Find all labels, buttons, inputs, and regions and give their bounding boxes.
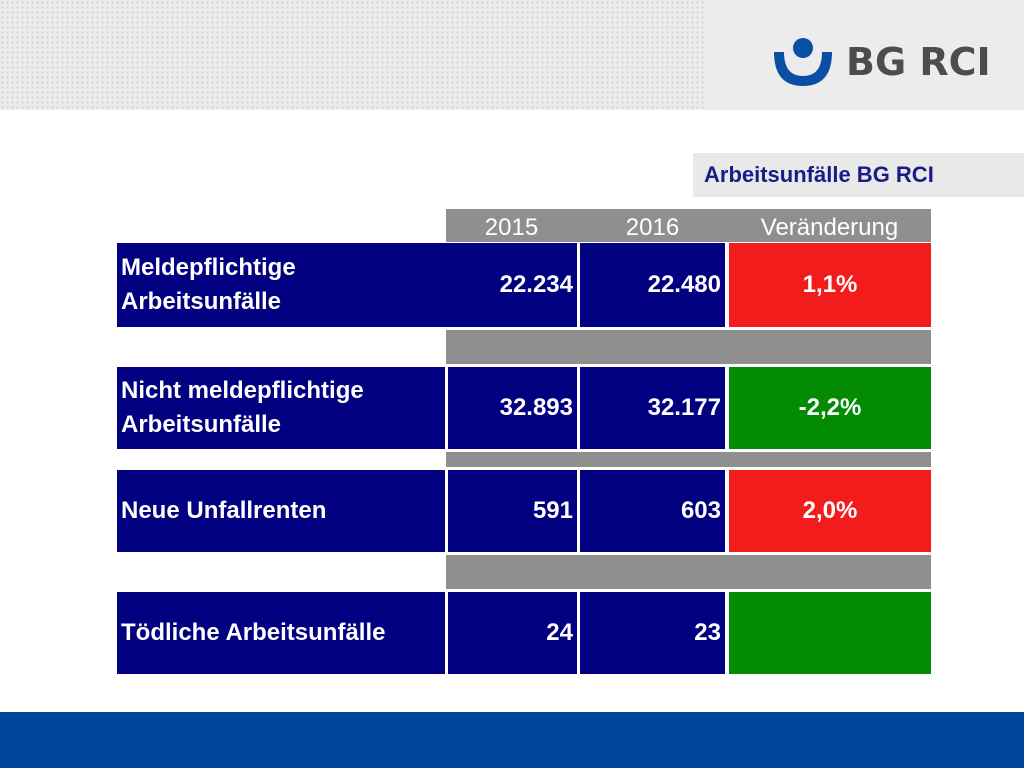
row-label-toedliche: Tödliche Arbeitsunfälle — [117, 592, 445, 674]
change-toedliche — [729, 592, 931, 674]
bgrci-logo-icon — [774, 38, 832, 86]
header-band — [705, 0, 1024, 110]
change-meldepflichtige: 1,1% — [729, 243, 931, 327]
value-2015-neue-unfallrenten: 591 — [448, 470, 577, 552]
row-label-neue-unfallrenten: Neue Unfallrenten — [117, 470, 445, 552]
row-label-nicht-meldepflichtige: Nicht meldepflichtige Arbeitsunfälle — [117, 367, 445, 449]
value-2016-toedliche: 23 — [580, 592, 725, 674]
value-2015-meldepflichtige: 22.234 — [499, 271, 573, 298]
row-label-text: Meldepflichtige Arbeitsunfälle — [121, 254, 296, 315]
footer-band — [0, 712, 1024, 768]
change-neue-unfallrenten: 2,0% — [729, 470, 931, 552]
value-2015-nicht-meldepflichtige: 32.893 — [448, 367, 577, 449]
row-label-text: Nicht meldepflichtige Arbeitsunfälle — [121, 377, 364, 438]
header-2016: 2016 — [625, 214, 680, 241]
separator-bar — [446, 452, 931, 467]
table-header: 2015 2016 Veränderung — [446, 209, 931, 242]
value-2016-neue-unfallrenten: 603 — [580, 470, 725, 552]
logo-text: BG RCI — [846, 40, 991, 84]
slide-subtitle: Arbeitsunfälle BG RCI — [693, 153, 1024, 197]
header-2015: 2015 — [484, 214, 539, 241]
value-2015-toedliche: 24 — [448, 592, 577, 674]
bgrci-logo: BG RCI — [772, 36, 991, 88]
row-label-meldepflichtige: Meldepflichtige Arbeitsunfälle — [117, 243, 577, 327]
value-2016-nicht-meldepflichtige: 32.177 — [580, 367, 725, 449]
separator-bar — [446, 330, 931, 364]
change-nicht-meldepflichtige: -2,2% — [729, 367, 931, 449]
header-change: Veränderung — [760, 214, 899, 241]
separator-bar — [446, 555, 931, 589]
value-2016-meldepflichtige: 22.480 — [580, 243, 725, 327]
header-pattern — [0, 0, 705, 110]
